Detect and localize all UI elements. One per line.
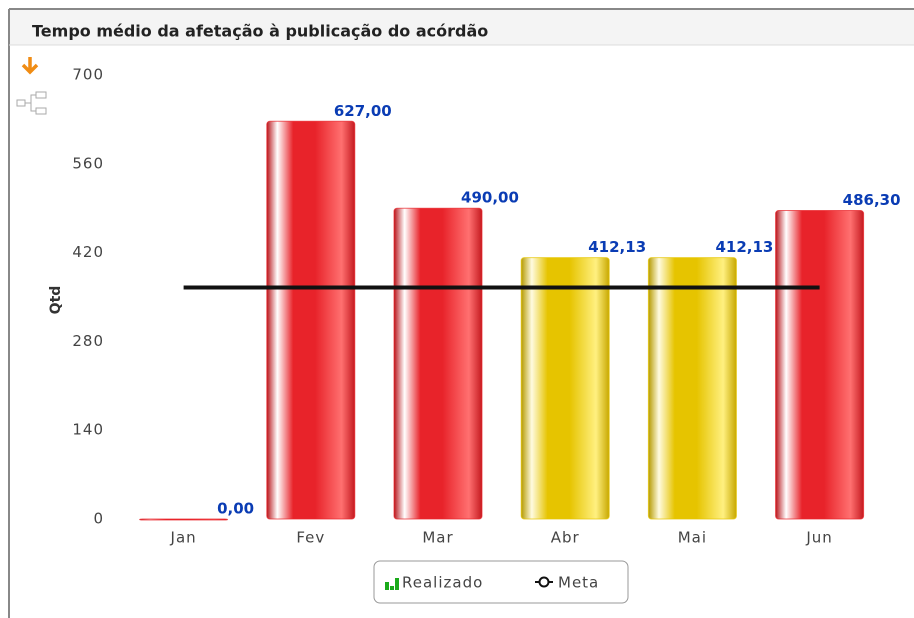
legend-icon xyxy=(395,578,399,590)
x-tick-label: Fev xyxy=(296,529,325,547)
bar xyxy=(520,257,610,520)
y-tick-label: 420 xyxy=(72,243,104,261)
value-label: 0,00 xyxy=(217,500,254,518)
legend-icon xyxy=(538,576,550,588)
bar xyxy=(139,518,229,521)
legend-icon xyxy=(385,582,389,590)
x-tick-label: Mai xyxy=(678,529,707,547)
chart-title: Tempo médio da afetação à publicação do … xyxy=(32,22,488,41)
value-label: 627,00 xyxy=(334,102,392,120)
bar xyxy=(266,120,356,520)
legend-label: Meta xyxy=(558,574,599,592)
y-tick-label: 700 xyxy=(72,66,104,84)
x-tick-label: Jun xyxy=(805,529,832,547)
x-tick-label: Abr xyxy=(551,529,580,547)
legend-label: Realizado xyxy=(402,574,483,592)
bar xyxy=(647,257,737,520)
bar xyxy=(393,207,483,520)
value-label: 486,30 xyxy=(843,191,901,209)
legend xyxy=(373,560,629,604)
hierarchy-icon[interactable] xyxy=(16,91,47,115)
x-tick-label: Mar xyxy=(422,529,453,547)
value-label: 412,13 xyxy=(588,238,646,256)
download-icon[interactable] xyxy=(21,57,39,75)
y-axis-label: Qtd xyxy=(48,286,64,315)
y-tick-label: 0 xyxy=(93,510,104,528)
bar xyxy=(775,210,865,520)
y-tick-label: 140 xyxy=(72,421,104,439)
value-label: 412,13 xyxy=(715,238,773,256)
y-tick-label: 280 xyxy=(72,332,104,350)
y-tick-label: 560 xyxy=(72,154,104,172)
x-tick-label: Jan xyxy=(170,529,197,547)
legend-icon xyxy=(390,586,394,590)
title-bar xyxy=(9,9,914,45)
value-label: 490,00 xyxy=(461,189,519,207)
